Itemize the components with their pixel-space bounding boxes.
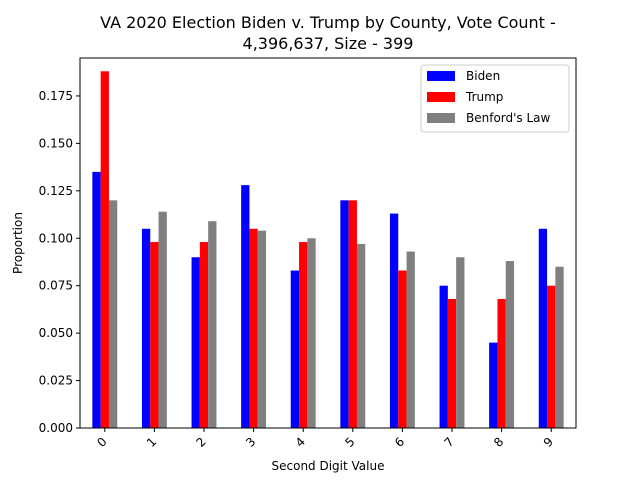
x-tick-label: 6	[392, 435, 407, 450]
bar-biden-5	[340, 200, 349, 428]
y-axis: 0.000 0.025 0.050 0.075 0.100 0.125 0.150 0.175	[39, 89, 80, 435]
bar-benford-s-law-5	[356, 243, 366, 428]
y-tick-label: 0.150	[39, 136, 73, 150]
bar-biden-6	[389, 213, 399, 428]
bar-trump-0	[100, 71, 109, 428]
bar-benford-s-law-7	[456, 257, 465, 428]
bar-benford-s-law-6	[406, 251, 415, 428]
bar-benford-s-law-4	[307, 238, 316, 428]
bar-benford-s-law-9	[555, 266, 564, 428]
bar-benford-s-law-3	[257, 230, 267, 428]
bar-trump-1	[150, 242, 159, 428]
x-tick-label: 2	[194, 435, 209, 450]
x-tick-label: 3	[243, 435, 258, 450]
y-tick-label: 0.000	[39, 421, 73, 435]
bar-benford-s-law-8	[505, 261, 515, 428]
bar-biden-4	[290, 270, 300, 428]
bar-trump-3	[249, 228, 258, 428]
bar-trump-9	[547, 285, 556, 428]
bar-biden-1	[141, 228, 151, 428]
bar-trump-5	[348, 200, 357, 428]
x-axis-label: Second Digit Value	[272, 459, 385, 473]
y-tick-label: 0.075	[39, 279, 73, 293]
legend-label: Trump	[465, 90, 503, 104]
bar-biden-3	[241, 185, 250, 428]
x-tick-label: 9	[541, 435, 556, 450]
x-axis: 0 1 2 3 4 5 6 7 8 9	[94, 428, 556, 450]
bar-biden-9	[538, 228, 548, 428]
bar-trump-2	[199, 242, 209, 428]
x-tick-label: 0	[94, 435, 109, 450]
y-tick-label: 0.125	[39, 184, 73, 198]
bar-biden-2	[191, 257, 200, 428]
x-tick-label: 7	[442, 435, 457, 450]
y-tick-label: 0.175	[39, 89, 73, 103]
y-tick-label: 0.050	[39, 326, 73, 340]
x-tick-label: 8	[491, 435, 506, 450]
legend: Biden Trump Benford's Law	[420, 64, 570, 133]
legend-swatch	[427, 113, 455, 123]
legend-swatch	[427, 71, 455, 81]
x-tick-label: 5	[342, 435, 357, 450]
x-tick-label: 4	[293, 435, 308, 450]
x-tick-label: 1	[144, 435, 159, 450]
y-tick-label: 0.025	[39, 374, 73, 388]
bar-trump-8	[497, 298, 506, 428]
bar-biden-8	[489, 342, 498, 428]
legend-swatch	[427, 92, 455, 102]
bars-group	[92, 71, 564, 428]
legend-label: Biden	[466, 69, 500, 83]
bar-benford-s-law-2	[208, 221, 217, 428]
y-tick-label: 0.100	[39, 231, 73, 245]
bar-trump-6	[398, 270, 407, 428]
bar-biden-0	[92, 171, 101, 428]
chart-title-line-2: 4,396,637, Size - 399	[243, 34, 414, 53]
bar-benford-s-law-0	[108, 200, 118, 428]
bar-trump-7	[447, 298, 457, 428]
plot-frame	[79, 57, 577, 429]
bar-biden-7	[439, 285, 448, 428]
chart-title-line-1: VA 2020 Election Biden v. Trump by Count…	[100, 13, 556, 32]
bar-trump-4	[299, 242, 308, 428]
legend-box	[420, 64, 570, 133]
bar-benford-s-law-1	[158, 211, 167, 428]
legend-label: Benford's Law	[466, 111, 551, 125]
y-axis-label: Proportion	[11, 212, 25, 274]
